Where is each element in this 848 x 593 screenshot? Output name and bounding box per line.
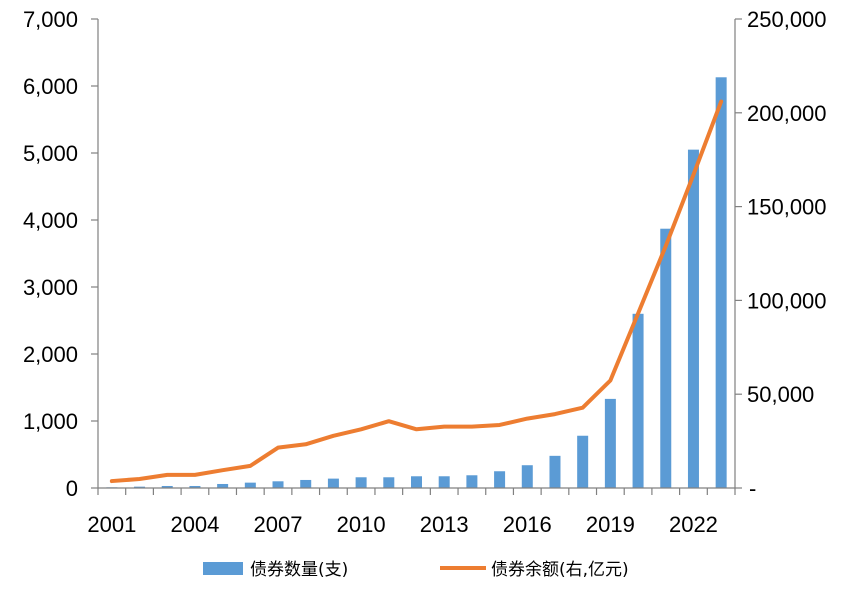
bar-2017 — [549, 455, 561, 488]
bar-2016 — [521, 465, 533, 488]
bar-2007 — [272, 481, 284, 488]
bar-2011 — [383, 477, 395, 488]
line-series — [109, 99, 724, 484]
bar-2009 — [327, 478, 339, 488]
x-tick-label: 2001 — [87, 512, 136, 537]
x-tick-label: 2013 — [420, 512, 469, 537]
y-right-tick-label: 50,000 — [747, 382, 814, 407]
y-left-tick-label: 7,000 — [23, 7, 78, 32]
line-layer — [109, 99, 724, 484]
legend-swatch-bars — [203, 562, 243, 575]
x-tick-label: 2004 — [170, 512, 219, 537]
y-right-tick-label: - — [749, 476, 756, 501]
y-left-tick-label: 6,000 — [23, 74, 78, 99]
bar-2006 — [244, 482, 256, 488]
bar-2012 — [411, 476, 422, 488]
y-left-tick-label: 1,000 — [23, 409, 78, 434]
bar-2002 — [134, 486, 146, 488]
bar-2021 — [660, 228, 672, 488]
x-tick-label: 2016 — [503, 512, 552, 537]
bar-2019 — [604, 398, 616, 488]
y-left-tick-label: 2,000 — [23, 342, 78, 367]
x-tick-label: 2007 — [254, 512, 303, 537]
y-left-tick-label: 4,000 — [23, 208, 78, 233]
y-right-tick-label: 100,000 — [747, 288, 827, 313]
bar-2004 — [189, 485, 201, 488]
legend-label-line: 债券余额(右,亿元) — [491, 560, 629, 580]
bar-2015 — [494, 471, 506, 488]
bar-2005 — [217, 483, 229, 488]
bars-layer — [106, 77, 727, 488]
x-tick-label: 2019 — [586, 512, 635, 537]
y-left-tick-label: 5,000 — [23, 141, 78, 166]
axes-layer: 0 1,000 2,000 3,000 4,000 5,000 6,000 7,000 - 50,… — [23, 7, 827, 537]
y-left-tick-label: 3,000 — [23, 275, 78, 300]
bar-2010 — [355, 477, 367, 488]
x-tick-label: 2022 — [669, 512, 718, 537]
bar-2014 — [466, 475, 478, 488]
bar-2020 — [632, 313, 644, 488]
bar-2023 — [715, 77, 727, 488]
legend: 债券数量(支) 债券余额(右,亿元) — [203, 560, 629, 580]
y-right-tick-label: 200,000 — [747, 101, 827, 126]
bar-2022 — [687, 149, 699, 488]
x-tick-label: 2010 — [337, 512, 386, 537]
y-right-tick-label: 250,000 — [747, 7, 827, 32]
bar-2018 — [577, 435, 589, 488]
y-left-tick-label: 0 — [66, 476, 78, 501]
bar-2013 — [438, 476, 450, 488]
legend-label-bars: 债券数量(支) — [250, 560, 348, 580]
y-right-tick-label: 150,000 — [747, 195, 827, 220]
bar-2008 — [300, 479, 312, 488]
bar-2003 — [161, 485, 173, 488]
